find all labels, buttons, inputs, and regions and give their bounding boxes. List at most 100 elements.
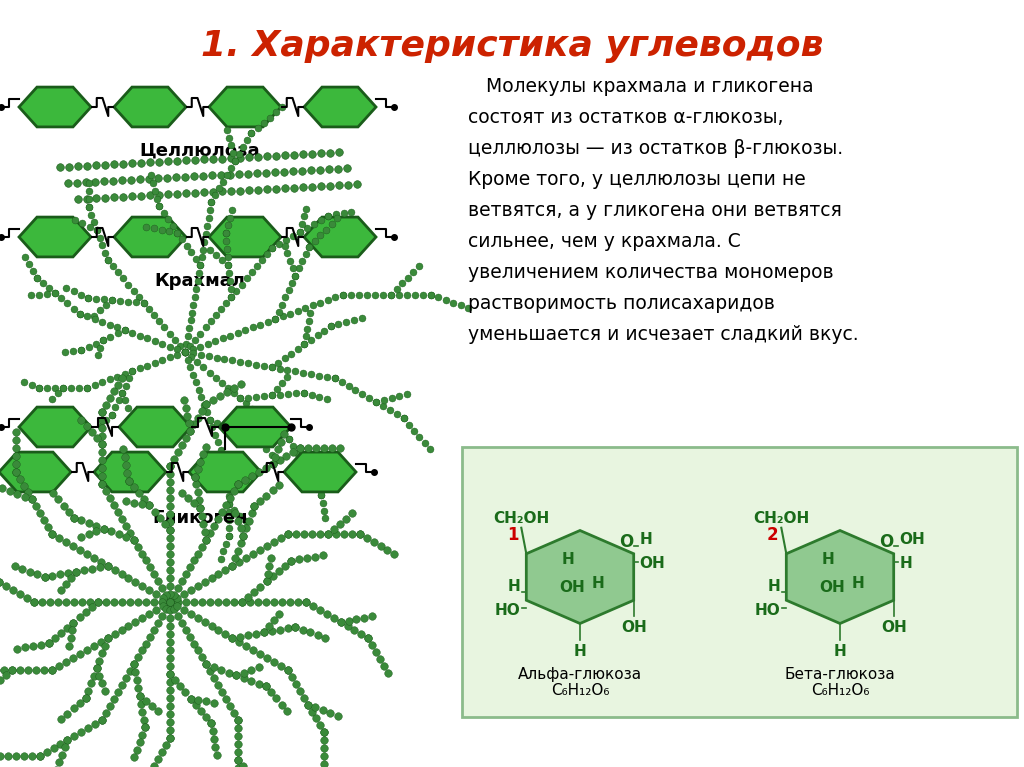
Point [8,466,25,478]
Point [186,470,203,482]
Point [91,670,108,682]
Point [193,502,209,514]
Point [0,749,15,762]
Point [87,718,103,730]
Point [266,166,283,178]
Point [218,235,234,247]
Point [72,611,88,624]
Point [189,580,206,592]
Point [302,307,318,319]
Point [292,442,308,454]
Point [207,740,223,752]
Point [297,248,313,260]
Point [55,499,72,512]
Point [319,209,336,222]
Point [350,288,367,301]
Point [119,467,135,479]
Point [55,381,72,393]
Point [285,229,301,242]
Point [244,266,260,278]
Point [193,502,209,514]
Point [17,641,34,653]
Point [186,497,203,509]
Point [52,584,69,596]
Point [198,658,214,670]
Point [250,407,266,420]
Point [138,637,155,650]
Point [26,596,42,608]
Point [315,505,332,517]
Point [307,701,324,713]
Point [219,243,236,255]
Point [162,351,178,364]
Point [94,446,111,459]
Point [212,443,228,456]
Point [202,596,218,608]
Point [133,156,150,169]
Point [160,188,176,200]
Point [128,296,144,308]
Text: H: H [821,551,835,567]
Point [208,309,224,321]
Point [47,632,63,644]
Point [286,182,302,194]
Point [299,222,315,234]
Point [122,665,138,677]
Point [195,243,211,255]
Point [50,493,67,505]
Point [202,367,218,379]
Point [141,499,158,512]
Point [105,499,122,511]
Point [326,612,342,624]
Point [66,512,82,524]
Point [195,448,211,460]
Point [98,399,115,411]
Point [178,624,195,636]
Point [1,485,17,497]
Point [44,664,60,676]
Point [162,604,178,616]
Point [130,596,146,608]
Text: H: H [640,532,652,547]
Point [315,759,332,767]
Point [103,409,120,421]
Point [162,652,178,664]
Point [162,596,178,608]
Point [121,475,137,487]
Point [273,596,290,608]
Point [243,675,259,687]
Point [213,663,229,676]
Point [280,664,296,676]
Point [29,568,45,581]
Point [223,423,240,436]
Point [162,580,178,592]
Point [60,567,77,579]
Point [25,640,41,652]
Point [120,572,136,584]
Point [182,561,199,574]
Point [154,596,170,608]
Point [159,172,175,184]
Point [52,568,69,581]
Polygon shape [189,452,261,492]
Point [226,706,243,719]
Point [276,239,293,252]
Point [12,472,29,485]
Point [60,505,77,518]
Point [141,630,158,643]
Point [375,288,391,301]
Point [312,147,329,160]
Point [0,669,14,681]
Point [255,117,271,129]
Point [223,162,240,174]
Point [169,226,185,239]
Point [76,564,92,576]
Point [252,318,268,331]
Point [178,596,195,608]
Point [225,381,242,393]
Point [212,390,228,402]
Point [383,288,399,301]
Point [157,321,173,334]
Point [273,699,290,711]
Point [224,354,241,367]
